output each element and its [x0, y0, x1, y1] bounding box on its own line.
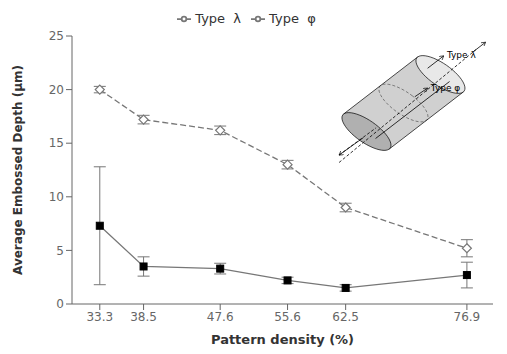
html-text:Type φ: Type φ [269, 11, 316, 26]
svg-text:5: 5 [56, 244, 64, 258]
svg-text:Average Embossed Depth (μm): Average Embossed Depth (μm) [11, 65, 25, 275]
svg-text:10: 10 [49, 190, 64, 204]
svg-text:Pattern density (%): Pattern density (%) [211, 332, 354, 347]
html-text:Type λ: Type λ [195, 11, 242, 26]
svg-text:55.6: 55.6 [274, 310, 301, 324]
svg-text:20: 20 [49, 83, 64, 97]
svg-text:33.3: 33.3 [86, 310, 113, 324]
svg-text:Type λ: Type λ [446, 51, 477, 61]
svg-text:15: 15 [49, 136, 64, 150]
svg-text:62.5: 62.5 [332, 310, 359, 324]
svg-text:0: 0 [56, 297, 64, 311]
svg-text:76.9: 76.9 [454, 310, 481, 324]
svg-text:47.6: 47.6 [207, 310, 234, 324]
svg-text:38.5: 38.5 [130, 310, 157, 324]
svg-text:25: 25 [49, 29, 64, 43]
svg-text:Type φ: Type φ [430, 83, 461, 93]
